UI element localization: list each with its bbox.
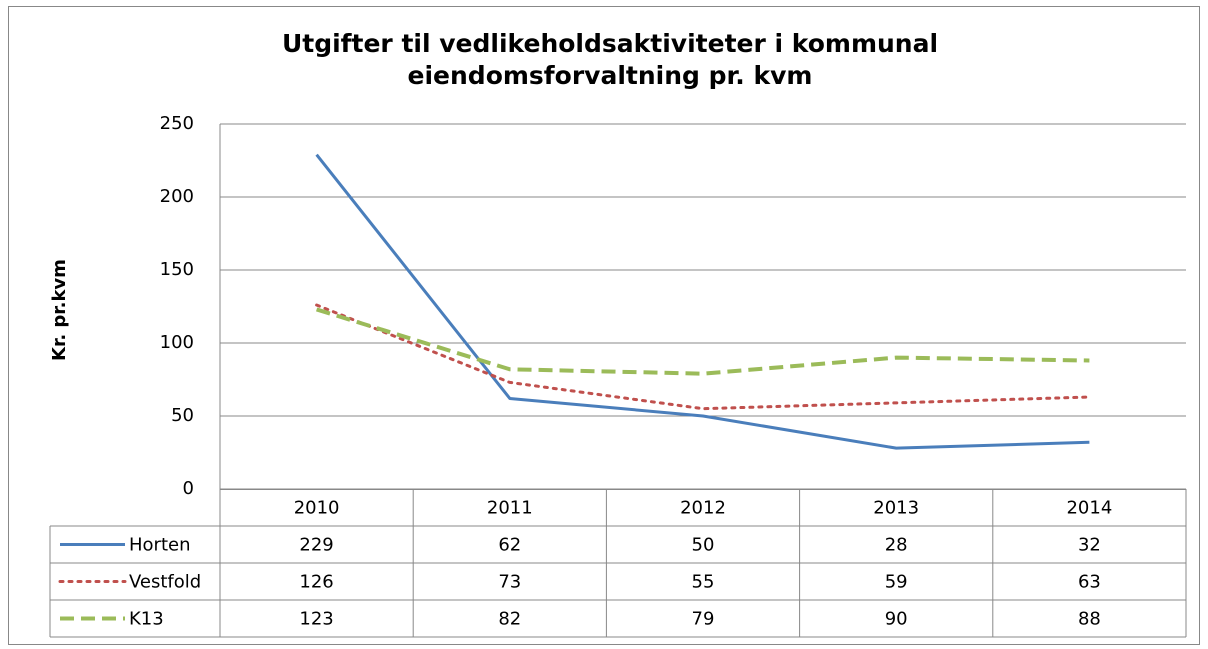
legend-label: Vestfold bbox=[129, 572, 201, 593]
y-axis-label: Kr. pr.kvm bbox=[49, 259, 70, 361]
table-value: 126 bbox=[299, 572, 333, 593]
series-line bbox=[316, 307, 1090, 376]
table-value: 50 bbox=[692, 535, 715, 556]
y-tick-label: 0 bbox=[183, 478, 194, 499]
x-tick-label: 2012 bbox=[680, 498, 726, 519]
legend-label: K13 bbox=[129, 609, 164, 630]
x-tick-label: 2014 bbox=[1066, 498, 1112, 519]
table-value: 82 bbox=[498, 609, 521, 630]
table-value: 63 bbox=[1078, 572, 1101, 593]
y-tick-label: 200 bbox=[160, 186, 194, 207]
table-value: 73 bbox=[498, 572, 521, 593]
y-tick-label: 100 bbox=[160, 332, 194, 353]
table-value: 90 bbox=[885, 609, 908, 630]
x-tick-label: 2010 bbox=[294, 498, 340, 519]
table-value: 79 bbox=[692, 609, 715, 630]
series-line bbox=[315, 153, 1090, 450]
table-value: 28 bbox=[885, 535, 908, 556]
chart-title: Utgifter til vedlikeholdsaktiviteter i k… bbox=[281, 29, 939, 90]
series-line bbox=[315, 303, 1091, 411]
table-value: 229 bbox=[299, 535, 333, 556]
table-value: 32 bbox=[1078, 535, 1101, 556]
table-value: 88 bbox=[1078, 609, 1101, 630]
table-value: 123 bbox=[299, 609, 333, 630]
chart-border bbox=[8, 6, 1200, 645]
y-tick-label: 150 bbox=[160, 259, 194, 280]
y-tick-label: 50 bbox=[171, 405, 194, 426]
table-value: 55 bbox=[692, 572, 715, 593]
table-value: 62 bbox=[498, 535, 521, 556]
table-value: 59 bbox=[885, 572, 908, 593]
legend-label: Horten bbox=[129, 535, 191, 556]
y-tick-label: 250 bbox=[160, 113, 194, 134]
x-tick-label: 2013 bbox=[873, 498, 919, 519]
x-tick-label: 2011 bbox=[487, 498, 533, 519]
